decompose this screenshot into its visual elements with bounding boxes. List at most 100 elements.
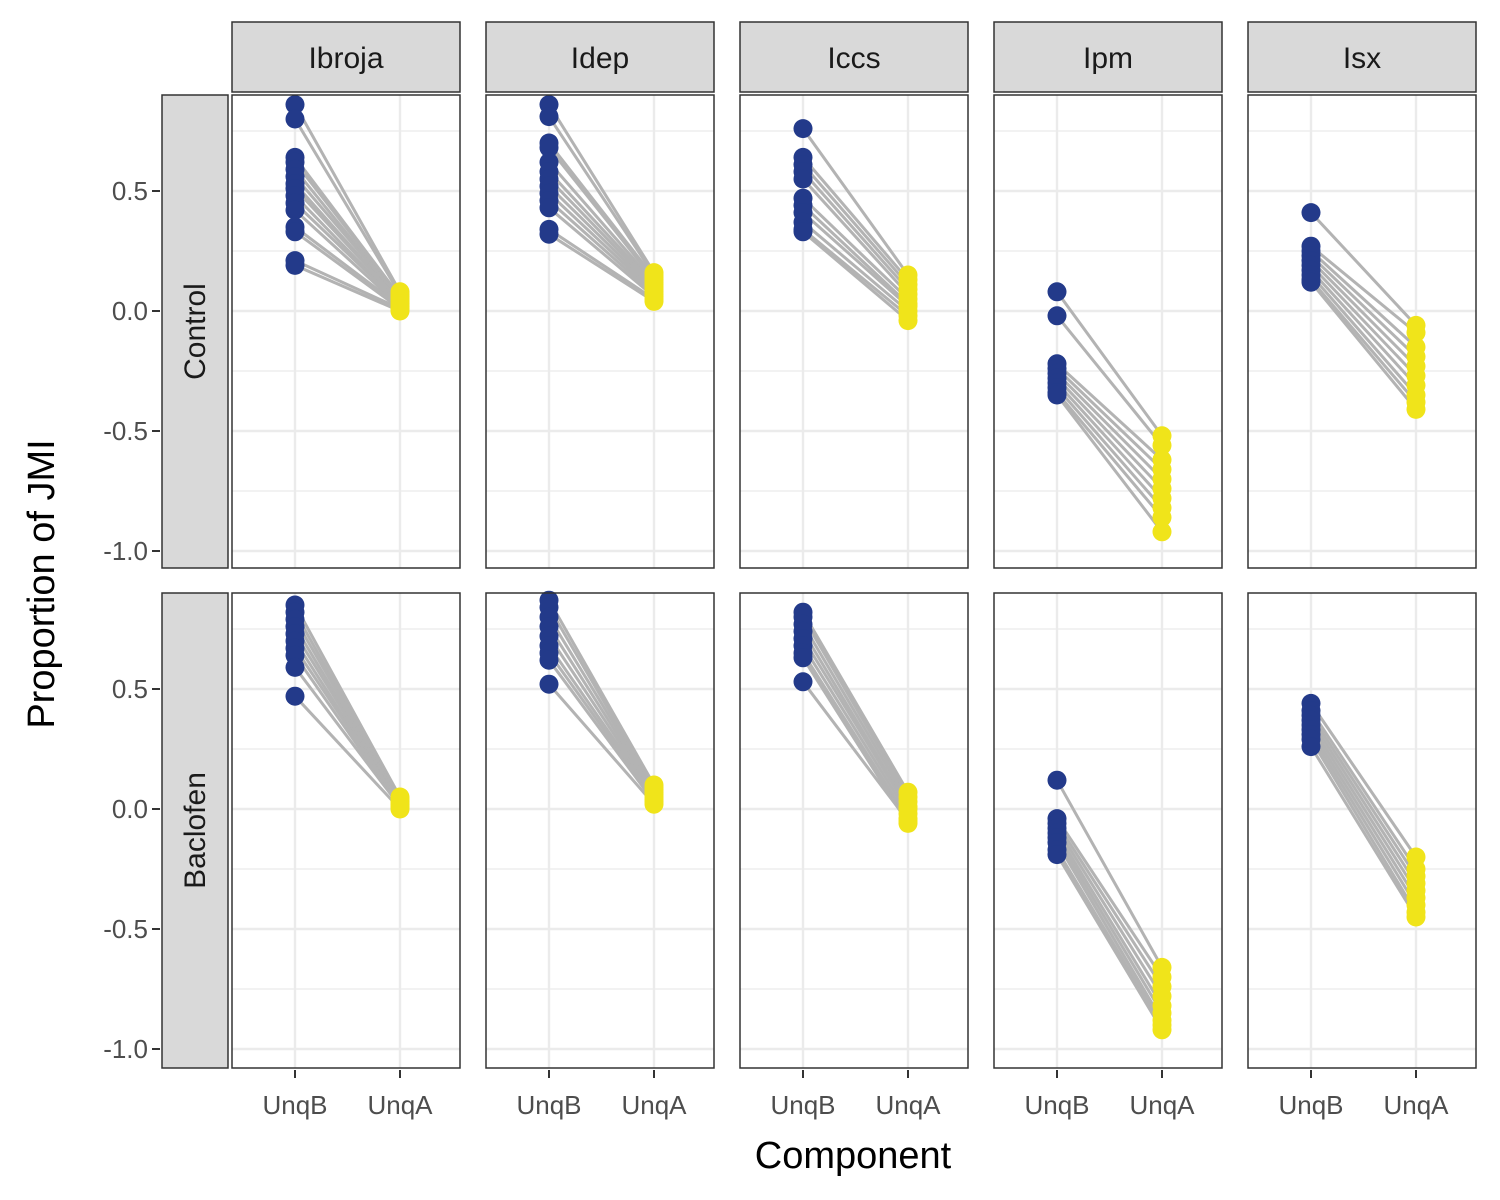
x-tick-label: UnqA — [1383, 1090, 1449, 1120]
row-strip-label-baclofen: Baclofen — [179, 772, 212, 889]
y-tick-label: 0.5 — [112, 176, 148, 206]
panel-baclofen-iccs — [739, 592, 969, 1069]
facet-strip-isx — [1247, 21, 1477, 93]
point-unqb — [1047, 282, 1067, 302]
point-unqb — [539, 138, 559, 158]
pair-line — [293, 118, 402, 295]
pair-line — [547, 599, 656, 786]
pair-line — [1055, 837, 1164, 1014]
panel-border — [993, 94, 1223, 569]
point-unqa — [1152, 507, 1172, 527]
pair-line — [547, 683, 656, 806]
pair-line — [801, 204, 910, 305]
pair-line — [547, 146, 656, 281]
point-unqb — [793, 648, 813, 668]
pair-line — [1055, 822, 1164, 988]
y-tick-label: -1.0 — [103, 1034, 148, 1064]
pair-line — [293, 201, 402, 305]
x-tick-label: UnqB — [262, 1090, 327, 1120]
facet-strip-label-isx: Isx — [1343, 42, 1381, 75]
pair-line — [293, 618, 402, 801]
y-axis-title: Proportion of JMI — [21, 439, 63, 728]
pair-line — [547, 652, 656, 801]
pair-line — [293, 161, 402, 298]
panels-layer: Ibroja Idep Iccs Ipm Isx Control Baclofen — [161, 21, 1477, 1069]
pair-line — [1309, 254, 1418, 358]
point-unqa — [1406, 323, 1426, 343]
pair-line — [1055, 314, 1164, 447]
pair-line — [1309, 733, 1418, 906]
pair-line — [1055, 817, 1164, 978]
pair-line — [801, 127, 910, 276]
facet-strip-label-ibroja: Ibroja — [308, 42, 383, 75]
pair-line — [547, 644, 656, 798]
pair-line — [801, 652, 910, 820]
pair-line — [802, 228, 909, 317]
facet-strip-idep — [485, 21, 715, 93]
pair-line — [801, 197, 910, 301]
pair-line — [1055, 779, 1164, 969]
panel-control-ipm — [993, 94, 1223, 569]
panel-baclofen-isx — [1247, 592, 1477, 1069]
point-unqb — [1301, 203, 1321, 223]
pair-line — [547, 161, 656, 284]
pair-line — [1309, 259, 1418, 368]
point-unqb — [285, 109, 305, 129]
pair-line — [1309, 714, 1418, 878]
pair-line — [548, 228, 655, 301]
point-unqa — [644, 794, 664, 814]
point-unqb — [539, 198, 559, 218]
y-tick-label: 0.0 — [112, 794, 148, 824]
panel-border — [993, 592, 1223, 1069]
point-unqb — [285, 255, 305, 275]
pair-line — [1310, 245, 1417, 334]
pair-line — [1309, 709, 1418, 870]
pair-line — [801, 630, 910, 808]
pair-line — [548, 199, 655, 296]
pair-line — [1055, 841, 1164, 1021]
point-unqb — [1301, 737, 1321, 757]
pair-line — [801, 163, 910, 286]
panel-control-ibroja — [231, 94, 461, 569]
panel-border — [485, 592, 715, 1069]
pair-line — [293, 187, 402, 303]
panel-border — [1247, 592, 1477, 1069]
point-unqb — [1047, 306, 1067, 326]
pair-line — [547, 115, 656, 276]
facet-strip-label-idep: Idep — [571, 42, 629, 75]
pair-line — [1055, 386, 1164, 509]
row-strip-baclofen — [161, 592, 229, 1069]
panel-background — [232, 95, 460, 568]
pair-line — [547, 659, 656, 803]
pair-line — [1309, 745, 1418, 918]
pair-line — [1055, 827, 1164, 997]
panel-background — [740, 95, 968, 568]
pair-line — [1055, 394, 1164, 533]
panel-baclofen-idep — [485, 590, 715, 1069]
pair-line — [1309, 281, 1418, 411]
facet-strip-iccs — [739, 21, 969, 93]
pair-line — [293, 209, 402, 308]
panel-control-idep — [485, 94, 715, 569]
pair-line — [801, 680, 910, 822]
panel-border — [739, 94, 969, 569]
pair-line — [547, 185, 656, 291]
pair-line — [801, 623, 910, 803]
pair-line — [802, 221, 909, 313]
panel-control-iccs — [739, 94, 969, 569]
pair-line — [1055, 832, 1164, 1007]
x-tick-label: UnqB — [516, 1090, 581, 1120]
facet-strip-label-ipm: Ipm — [1083, 42, 1133, 75]
pair-line — [1055, 853, 1164, 1031]
point-unqa — [390, 799, 410, 819]
point-unqb — [539, 674, 559, 694]
x-tick-label: UnqB — [1278, 1090, 1343, 1120]
point-unqa — [1152, 1020, 1172, 1040]
panel-border — [739, 592, 969, 1069]
panel-control-isx — [1247, 94, 1477, 569]
panel-border — [1247, 94, 1477, 569]
panel-baclofen-ipm — [993, 592, 1223, 1069]
pair-line — [547, 625, 656, 794]
panel-border — [231, 94, 461, 569]
